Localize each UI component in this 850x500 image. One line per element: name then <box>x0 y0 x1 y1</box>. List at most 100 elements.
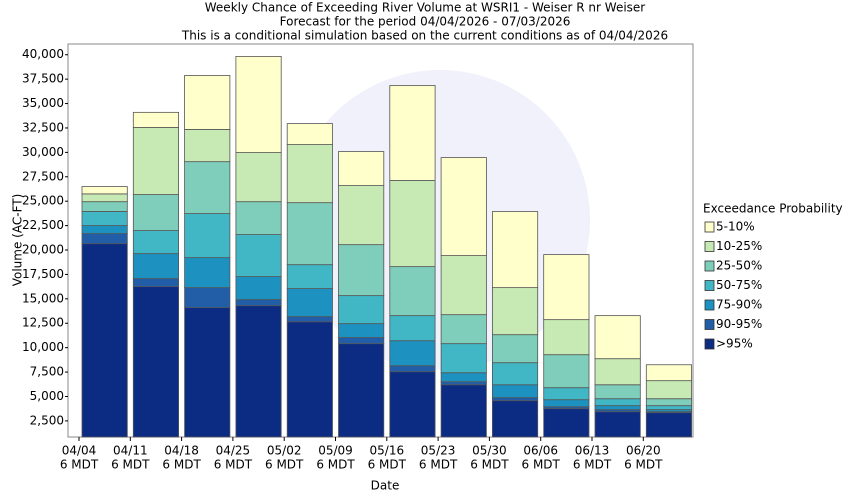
legend-label: 25-50% <box>716 259 762 273</box>
bar-segment <box>440 255 487 316</box>
bar-segment <box>132 253 180 280</box>
bar-segment <box>440 381 487 386</box>
bar-segment <box>389 340 436 367</box>
bar-segment <box>491 334 539 364</box>
x-tick-label: 06/20 <box>626 444 661 458</box>
bar-segment <box>286 264 333 289</box>
bar-segment <box>338 185 385 246</box>
x-tick-label: 04/11 <box>113 444 148 458</box>
bar-segment <box>235 299 282 307</box>
x-tick-label: 05/16 <box>370 444 405 458</box>
bar-segment <box>594 358 641 386</box>
y-tick-label: 10,000 <box>22 340 64 354</box>
bar-segment <box>543 399 590 408</box>
bar-segment <box>645 405 692 411</box>
bar-segment <box>389 371 436 438</box>
legend-swatch <box>704 280 715 291</box>
bar-segment <box>491 362 539 386</box>
bar-segment <box>235 276 282 301</box>
bar-segment <box>81 186 128 195</box>
x-tick-label: 05/30 <box>472 444 507 458</box>
y-tick-label: 17,500 <box>22 267 64 281</box>
bar-segment <box>543 387 590 401</box>
bar-segment <box>235 305 282 438</box>
y-tick-label: 25,000 <box>22 194 64 208</box>
bar-segment <box>491 384 539 399</box>
bar-segment <box>338 343 385 438</box>
bar-segment <box>286 321 333 438</box>
bar-segment <box>645 380 692 400</box>
y-tick-label: 12,500 <box>22 316 64 330</box>
bar-segment <box>543 254 590 321</box>
y-axis-label: Volume (AC-FT) <box>11 194 25 287</box>
chart-subtitle: This is a conditional simulation based o… <box>181 29 668 43</box>
bar-segment <box>184 257 231 289</box>
x-tick-time: 6 MDT <box>470 458 509 472</box>
bar-segment <box>645 398 692 407</box>
legend-label: 90-95% <box>716 317 762 331</box>
bar-segment <box>543 408 590 438</box>
bar-segment <box>184 213 231 259</box>
legend-swatch <box>704 338 715 350</box>
chart-title: Weekly Chance of Exceeding River Volume … <box>205 1 646 15</box>
bar-segment <box>184 307 231 438</box>
bar-segment <box>235 201 282 235</box>
bar-segment <box>440 343 487 374</box>
x-tick-label: 04/04 <box>62 444 97 458</box>
legend-swatch <box>704 221 715 233</box>
bar-segment <box>81 233 128 245</box>
bar-segment <box>338 295 385 325</box>
x-tick-time: 6 MDT <box>265 458 304 472</box>
bar-segment <box>235 56 282 153</box>
bar-segment <box>184 75 231 130</box>
bar-segment <box>543 319 590 356</box>
bar-segment <box>543 354 590 389</box>
y-tick-label: 5,000 <box>30 389 64 403</box>
x-tick-time: 6 MDT <box>368 458 407 472</box>
y-tick-label: 15,000 <box>22 291 64 305</box>
bar-segment <box>286 202 333 266</box>
x-tick-time: 6 MDT <box>624 458 663 472</box>
bar-segment <box>132 286 180 438</box>
bar-segment <box>132 278 180 288</box>
bar-segment <box>594 315 641 360</box>
bar-segment <box>81 211 128 227</box>
bar-segment <box>594 405 641 411</box>
bar-segment <box>184 287 231 309</box>
legend-swatch <box>704 299 715 311</box>
bar-segment <box>440 384 487 438</box>
y-tick-label: 40,000 <box>22 47 64 61</box>
x-tick-label: 05/23 <box>421 444 456 458</box>
bar-segment <box>594 411 641 438</box>
x-tick-time: 6 MDT <box>522 458 561 472</box>
y-tick-label: 37,500 <box>22 72 64 86</box>
bar-segment <box>389 315 436 342</box>
x-tick-label: 06/06 <box>523 444 558 458</box>
x-tick-time: 6 MDT <box>419 458 458 472</box>
bar-segment <box>389 266 436 317</box>
x-axis-label: Date <box>371 479 400 493</box>
y-tick-label: 35,000 <box>22 96 64 110</box>
legend-label: >95% <box>716 337 753 351</box>
bar-segment <box>338 244 385 297</box>
x-tick-time: 6 MDT <box>214 458 253 472</box>
bar-segment <box>81 243 128 438</box>
y-tick-label: 30,000 <box>22 145 64 159</box>
bar-segment <box>389 85 436 181</box>
bar-segment <box>491 287 539 336</box>
x-tick-time: 6 MDT <box>316 458 355 472</box>
legend-label: 10-25% <box>716 239 762 253</box>
legend-swatch <box>704 241 715 252</box>
bar-segment <box>81 193 128 203</box>
x-tick-time: 6 MDT <box>111 458 150 472</box>
bar-segment <box>440 157 487 256</box>
bar-segment <box>491 397 539 402</box>
x-tick-time: 6 MDT <box>573 458 612 472</box>
x-tick-label: 06/13 <box>575 444 610 458</box>
bar-segment <box>81 201 128 212</box>
bar-segment <box>338 323 385 339</box>
bar-segment <box>645 412 692 438</box>
y-tick-label: 22,500 <box>22 218 64 232</box>
